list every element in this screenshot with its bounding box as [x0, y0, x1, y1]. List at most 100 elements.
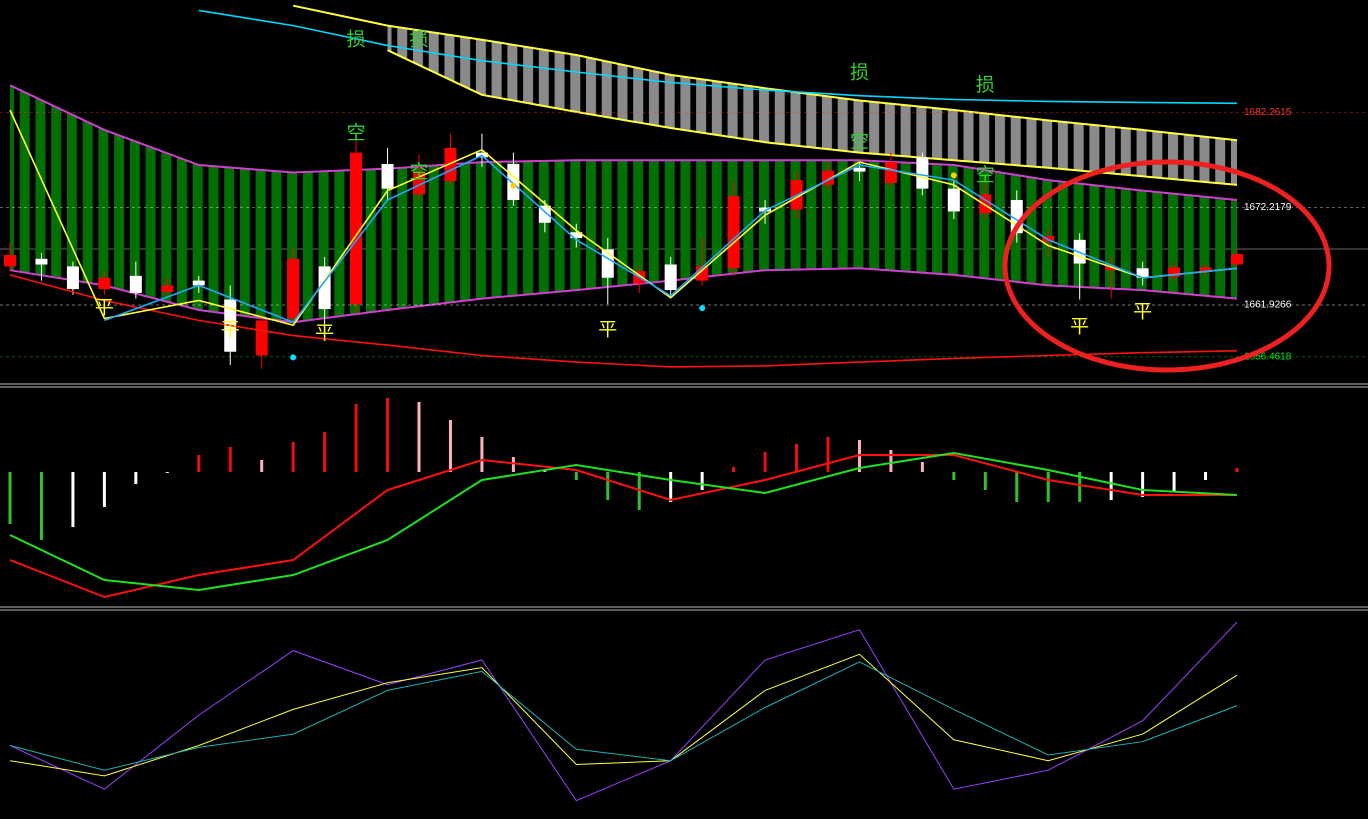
- candle-body: [444, 147, 457, 182]
- candle-body: [916, 157, 929, 189]
- indicator-line: [9, 653, 1238, 777]
- signal-dot: [290, 354, 297, 361]
- histogram-bar: [1078, 472, 1082, 502]
- band-edge: [9, 84, 1238, 201]
- candle-body: [66, 266, 79, 290]
- candle-body: [350, 152, 363, 305]
- band-area: [10, 85, 1237, 323]
- band-edge: [292, 4, 1238, 142]
- candle-body: [1136, 268, 1149, 278]
- candle-body: [4, 255, 16, 267]
- candle-body: [161, 285, 174, 292]
- signal-dot: [699, 305, 706, 312]
- histogram-bar: [228, 447, 232, 472]
- y-tick-label: 1672.2179: [1244, 202, 1292, 213]
- annotation: 损: [409, 28, 428, 50]
- indicator-line: [198, 9, 1238, 105]
- histogram-bar: [1204, 472, 1208, 480]
- histogram-bar: [574, 472, 578, 480]
- histogram-bar: [386, 398, 390, 472]
- candle-body: [381, 164, 394, 189]
- histogram-bar: [1141, 472, 1145, 497]
- indicator-line: [9, 274, 1238, 368]
- histogram-bar: [71, 472, 75, 527]
- annotation: 空: [409, 161, 428, 183]
- histogram-bar: [732, 467, 736, 472]
- histogram-bar: [511, 457, 515, 472]
- indicator-line: [9, 454, 1237, 599]
- histogram-bar: [1109, 472, 1113, 500]
- annotation: 损: [976, 74, 995, 96]
- candle-body: [727, 196, 740, 269]
- candle-body: [664, 264, 677, 291]
- annotation: 空: [347, 122, 366, 144]
- candle-body: [1199, 267, 1212, 273]
- candle-body: [853, 167, 866, 172]
- histogram-bar: [291, 442, 295, 472]
- highlight-ellipse: [1002, 159, 1332, 373]
- histogram-bar: [102, 472, 106, 507]
- histogram-bar: [197, 455, 201, 472]
- candle-body: [979, 194, 992, 214]
- y-tick-label: 1661.9266: [1244, 300, 1292, 311]
- candle-body: [1105, 266, 1118, 271]
- candle-body: [255, 320, 268, 356]
- candle-body: [129, 275, 142, 293]
- indicator-line: [9, 621, 1238, 802]
- candle-body: [759, 207, 772, 212]
- histogram-bar: [165, 472, 169, 473]
- annotation: 平: [1133, 300, 1152, 322]
- candle-body: [35, 258, 48, 265]
- candle-body: [1168, 267, 1181, 277]
- histogram-bar: [260, 460, 264, 472]
- candle-body: [1231, 254, 1243, 265]
- candle-body: [507, 164, 520, 201]
- annotation: 平: [221, 318, 240, 340]
- annotation: 平: [95, 297, 114, 319]
- histogram-bar: [448, 420, 452, 472]
- histogram-bar: [134, 472, 138, 484]
- candle-body: [192, 280, 205, 286]
- histogram-bar: [1015, 472, 1019, 502]
- candle-body: [570, 232, 583, 238]
- indicator-line: [9, 109, 1238, 327]
- histogram-bar: [8, 472, 12, 524]
- band-edge: [9, 267, 1238, 324]
- histogram-bar: [480, 437, 484, 472]
- annotation: 平: [598, 318, 617, 340]
- histogram-bar: [700, 472, 704, 490]
- annotation: 损: [347, 28, 366, 50]
- annotation: 损: [850, 61, 869, 83]
- histogram-bar: [1172, 472, 1176, 492]
- indicator-line: [9, 451, 1238, 592]
- histogram-bar: [606, 472, 610, 500]
- histogram-bar: [826, 437, 830, 472]
- candle-body: [947, 188, 960, 212]
- histogram-bar: [952, 472, 956, 480]
- signal-dot: [510, 182, 517, 189]
- histogram-bar: [669, 472, 673, 502]
- y-tick-label: 1656.4618: [1244, 351, 1292, 362]
- histogram-bar: [323, 432, 327, 472]
- band-area: [387, 25, 1237, 185]
- signal-dot: [950, 172, 957, 179]
- histogram-bar: [889, 450, 893, 472]
- histogram-bar: [39, 472, 43, 540]
- histogram-bar: [1235, 468, 1239, 472]
- annotation: 空: [850, 131, 869, 153]
- y-tick-label: 1682.2615: [1244, 107, 1292, 118]
- candle-body: [413, 171, 425, 195]
- histogram-bar: [983, 472, 987, 490]
- histogram-bar: [920, 462, 924, 472]
- annotation: 平: [1070, 316, 1089, 338]
- histogram-bar: [795, 444, 799, 472]
- histogram-bar: [763, 452, 767, 472]
- annotation: 空: [976, 164, 995, 186]
- candle-body: [98, 277, 111, 290]
- candle-body: [287, 258, 300, 319]
- candle-body: [884, 162, 897, 183]
- indicator-line: [9, 661, 1238, 771]
